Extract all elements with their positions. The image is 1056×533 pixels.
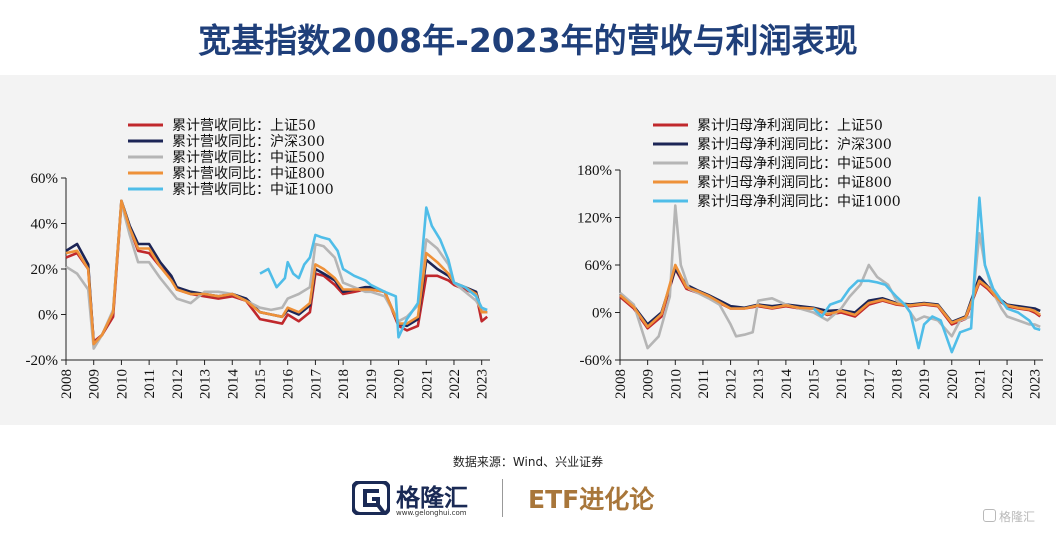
- watermark-g-icon: [983, 509, 996, 522]
- x-tick-label: 2015: [807, 369, 823, 399]
- x-tick-label: 2023: [1028, 369, 1044, 399]
- legend-label-3: 累计归母净利润同比：中证500: [697, 155, 892, 172]
- x-tick-label: 2012: [724, 369, 740, 399]
- brand-name: 格隆汇: [396, 484, 468, 512]
- y-tick-label: 60%: [31, 171, 59, 187]
- x-tick-label: 2019: [364, 369, 380, 399]
- series-line-3: [65, 201, 488, 350]
- y-tick-label: -60%: [580, 353, 613, 369]
- x-tick-label: 2013: [198, 369, 214, 399]
- y-tick-label: 180%: [577, 163, 612, 179]
- x-tick-label: 2017: [308, 369, 324, 400]
- series-line-4: [619, 263, 1041, 329]
- legend-label-3: 累计营收同比：中证500: [172, 150, 325, 166]
- legend-label-5: 累计归母净利润同比：中证1000: [697, 193, 901, 210]
- x-tick-label: 2015: [253, 369, 269, 399]
- series-line-4: [65, 199, 488, 346]
- x-tick-label: 2017: [862, 369, 878, 400]
- x-tick-label: 2016: [834, 369, 850, 400]
- x-tick-label: 2022: [1000, 369, 1016, 399]
- x-tick-label: 2012: [170, 369, 186, 399]
- brand-subtitle: ETF进化论: [528, 485, 655, 514]
- watermark-text: 格隆汇: [999, 510, 1036, 524]
- legend-label-2: 累计归母净利润同比：沪深300: [697, 136, 892, 153]
- series-line-5: [259, 206, 488, 339]
- legend-label-1: 累计营收同比：上证50: [172, 118, 316, 134]
- x-tick-label: 2013: [751, 369, 767, 399]
- y-tick-label: 120%: [577, 211, 612, 227]
- legend-label-4: 累计营收同比：中证800: [172, 166, 325, 182]
- x-tick-label: 2011: [142, 369, 158, 398]
- x-tick-label: 2021: [419, 369, 435, 399]
- x-tick-label: 2022: [447, 369, 463, 399]
- y-tick-label: 40%: [31, 217, 59, 233]
- chart-background-band: [0, 75, 1056, 425]
- x-tick-label: 2008: [59, 369, 75, 399]
- x-tick-label: 2014: [225, 369, 241, 400]
- x-tick-label: 2023: [475, 369, 491, 399]
- legend-label-1: 累计归母净利润同比：上证50: [697, 117, 883, 134]
- net-profit-growth-chart: 180% 120% 60% 0% -60%2008 2009 2010 2011 2012 201…: [577, 117, 1044, 400]
- x-tick-label: 2011: [696, 369, 712, 398]
- brand-divider: [502, 479, 503, 517]
- y-tick-label: -20%: [26, 353, 59, 369]
- x-tick-label: 2009: [87, 369, 103, 399]
- series-line-2: [619, 267, 1041, 326]
- legend-label-2: 累计营收同比：沪深300: [172, 134, 325, 150]
- revenue-growth-chart: 60% 40% 20% 0% -20%2008 2009 2010 2011 2012 2013 2…: [26, 118, 491, 400]
- x-tick-label: 2014: [779, 369, 795, 400]
- y-tick-label: 0%: [592, 306, 612, 322]
- x-tick-label: 2010: [114, 369, 130, 399]
- x-tick-label: 2008: [613, 369, 629, 399]
- x-tick-label: 2018: [889, 369, 905, 399]
- page-title: 宽基指数2008年-2023年的营收与利润表现: [198, 21, 858, 60]
- x-tick-label: 2020: [392, 369, 408, 399]
- y-tick-label: 20%: [31, 262, 59, 278]
- legend-label-5: 累计营收同比：中证1000: [172, 182, 334, 198]
- gelonghui-logo-icon: [352, 481, 390, 515]
- watermark: 格隆汇: [983, 508, 1035, 525]
- legend-label-4: 累计归母净利润同比：中证800: [697, 174, 892, 191]
- x-tick-label: 2016: [281, 369, 297, 400]
- y-tick-label: 0%: [38, 308, 58, 324]
- series-line-5: [812, 196, 1041, 354]
- brand-url: www.gelonghui.com: [396, 509, 467, 517]
- x-tick-label: 2020: [945, 369, 961, 399]
- x-tick-label: 2010: [668, 369, 684, 399]
- y-tick-label: 60%: [585, 258, 613, 274]
- x-tick-label: 2019: [917, 369, 933, 399]
- x-tick-label: 2018: [336, 369, 352, 399]
- x-tick-label: 2009: [641, 369, 657, 399]
- x-tick-label: 2021: [972, 369, 988, 399]
- data-source-note: 数据来源：Wind、兴业证券: [452, 455, 604, 469]
